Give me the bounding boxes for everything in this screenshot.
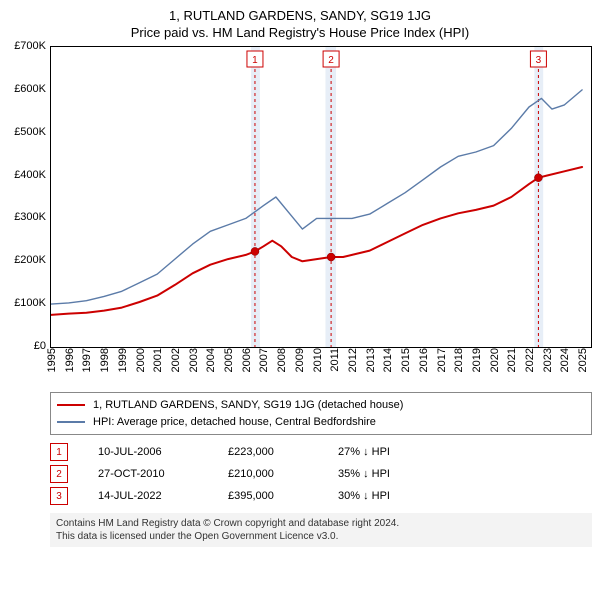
x-tick-label: 2007 [258,348,270,372]
x-tick-label: 2006 [241,348,253,372]
sale-row: 3 14-JUL-2022£395,00030% ↓ HPI [50,485,592,507]
legend-swatch [57,421,85,423]
sale-row: 1 10-JUL-2006£223,00027% ↓ HPI [50,441,592,463]
x-tick-label: 2023 [542,348,554,372]
x-tick-label: 2021 [506,348,518,372]
svg-text:1: 1 [252,55,258,66]
svg-text:2: 2 [328,55,334,66]
x-tick-label: 1995 [46,348,58,372]
sale-badge: 1 [50,443,68,461]
legend-swatch [57,404,85,406]
x-tick-label: 2011 [329,348,341,372]
sale-price: £395,000 [228,490,338,502]
x-tick-label: 2022 [524,348,536,372]
legend-label: 1, RUTLAND GARDENS, SANDY, SG19 1JG (det… [93,397,403,414]
footer-line-1: Contains HM Land Registry data © Crown c… [56,517,586,530]
sale-price: £210,000 [228,468,338,480]
chart-container: 1, RUTLAND GARDENS, SANDY, SG19 1JG Pric… [0,0,600,547]
sale-badge: 2 [50,465,68,483]
y-tick-label: £300K [14,211,46,223]
sale-delta: 35% ↓ HPI [338,468,458,480]
legend-row: 1, RUTLAND GARDENS, SANDY, SG19 1JG (det… [57,397,585,414]
sale-date: 14-JUL-2022 [98,490,228,502]
x-tick-label: 2018 [453,348,465,372]
plot-area: 1 2 3 [50,46,592,348]
x-tick-label: 1998 [99,348,111,372]
plot-wrap: £0£100K£200K£300K£400K£500K£600K£700K 12… [0,46,600,348]
legend-label: HPI: Average price, detached house, Cent… [93,414,376,431]
svg-text:3: 3 [536,55,542,66]
title-line-2: Price paid vs. HM Land Registry's House … [0,25,600,40]
x-tick-label: 2004 [205,348,217,372]
x-tick-label: 2005 [223,348,235,372]
x-tick-label: 2024 [559,348,571,372]
sale-delta: 30% ↓ HPI [338,490,458,502]
y-tick-label: £700K [14,40,46,52]
sales-table: 1 10-JUL-2006£223,00027% ↓ HPI 2 27-OCT-201… [50,441,592,507]
y-tick-label: £100K [14,297,46,309]
x-axis-ticks: 1995199619971998199920002001200220032004… [50,348,592,386]
x-tick-label: 2009 [294,348,306,372]
footer-line-2: This data is licensed under the Open Gov… [56,530,586,543]
sale-price: £223,000 [228,446,338,458]
y-tick-label: £500K [14,126,46,138]
y-tick-label: £600K [14,83,46,95]
x-tick-label: 2025 [577,348,589,372]
x-tick-label: 2014 [382,348,394,372]
sale-date: 27-OCT-2010 [98,468,228,480]
sale-date: 10-JUL-2006 [98,446,228,458]
x-tick-label: 2001 [152,348,164,372]
x-tick-label: 2019 [471,348,483,372]
x-tick-label: 2002 [170,348,182,372]
x-tick-label: 2020 [489,348,501,372]
x-tick-label: 2010 [312,348,324,372]
x-tick-label: 1996 [64,348,76,372]
y-tick-label: £200K [14,254,46,266]
y-tick-label: £400K [14,169,46,181]
y-tick-label: £0 [34,340,46,352]
y-axis-ticks: £0£100K£200K£300K£400K£500K£600K£700K [0,46,48,346]
x-tick-label: 1997 [81,348,93,372]
x-tick-label: 2017 [436,348,448,372]
sale-row: 2 27-OCT-2010£210,00035% ↓ HPI [50,463,592,485]
footer-attribution: Contains HM Land Registry data © Crown c… [50,513,592,547]
x-tick-label: 2000 [135,348,147,372]
title-line-1: 1, RUTLAND GARDENS, SANDY, SG19 1JG [0,8,600,23]
chart-svg: 1 2 3 [51,47,591,347]
x-tick-label: 2013 [365,348,377,372]
x-tick-label: 2015 [400,348,412,372]
x-tick-label: 2008 [276,348,288,372]
titles: 1, RUTLAND GARDENS, SANDY, SG19 1JG Pric… [0,0,600,40]
x-tick-label: 2016 [418,348,430,372]
legend-row: HPI: Average price, detached house, Cent… [57,414,585,431]
sale-delta: 27% ↓ HPI [338,446,458,458]
legend: 1, RUTLAND GARDENS, SANDY, SG19 1JG (det… [50,392,592,435]
sale-badge: 3 [50,487,68,505]
x-tick-label: 2012 [347,348,359,372]
x-tick-label: 2003 [188,348,200,372]
x-tick-label: 1999 [117,348,129,372]
